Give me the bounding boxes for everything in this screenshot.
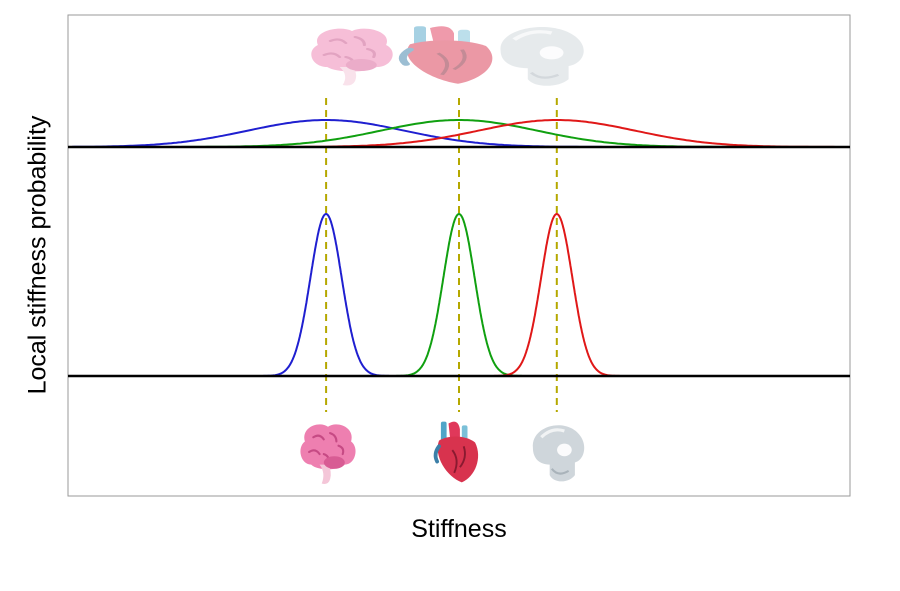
bottom-bone-curve (491, 212, 623, 377)
overlap-brain-icon (309, 27, 395, 88)
brain-icon (299, 423, 357, 486)
skull-icon (531, 423, 586, 483)
x-axis-title: Stiffness (411, 515, 507, 543)
y-axis-title: Local stiffness probability (23, 115, 52, 395)
plot-frame (67, 14, 851, 497)
heart-icon (433, 419, 481, 485)
overlapping-tissue-icons (309, 26, 583, 88)
overlap-skull-icon (500, 27, 583, 86)
overlap-heart-icon (403, 26, 493, 84)
guide-lines (325, 98, 558, 412)
top-bone-curve (228, 119, 847, 148)
bottom-heart-curve (393, 212, 525, 377)
bottom-brain-curve (260, 212, 392, 377)
